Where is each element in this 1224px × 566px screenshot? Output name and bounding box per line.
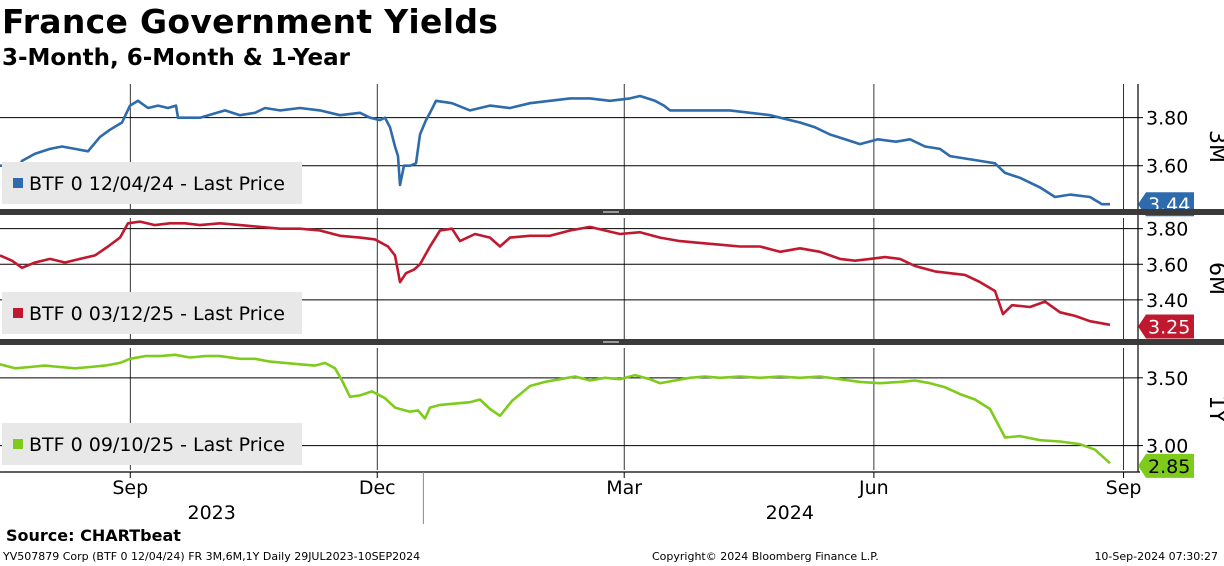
y-tick-label: 3.00: [1146, 436, 1188, 458]
panel-axis-label: 1Y: [1204, 395, 1224, 423]
panel-1y: 3.00 3.50 BTF 0 09/10/25 - Last Price 2.85 1…: [0, 348, 1224, 478]
y-tick-label: 3.40: [1146, 290, 1188, 312]
y-tick-label: 3.80: [1146, 108, 1188, 130]
last-value-label: 2.85: [1148, 456, 1190, 478]
footer-copyright: Copyright© 2024 Bloomberg Finance L.P.: [652, 550, 879, 563]
x-tick-label: Sep: [1106, 477, 1142, 499]
legend-box: [2, 292, 302, 334]
year-label: 2024: [766, 502, 814, 524]
x-tick-label: Jun: [858, 477, 889, 499]
y-tick-label: 3.50: [1146, 368, 1188, 390]
panel-separator-grip: [603, 211, 619, 213]
last-value-bg: [1138, 453, 1194, 478]
source-label: Source: CHARTbeat: [6, 526, 181, 545]
last-value-bg: [1138, 314, 1194, 339]
legend-box: [2, 162, 302, 204]
legend-label: BTF 0 12/04/24 - Last Price: [29, 173, 285, 195]
x-tick-label: Dec: [359, 477, 396, 499]
series-line-1y: [0, 353, 1111, 465]
last-value-tag: 3.25: [1138, 314, 1194, 339]
year-label: 2023: [188, 502, 236, 524]
legend-swatch: [13, 308, 23, 318]
footer-security-info: YV507879 Corp (BTF 0 12/04/24) FR 3M,6M,…: [3, 550, 421, 563]
x-tick-label: Sep: [112, 477, 148, 499]
chart-title: France Government Yields: [2, 2, 499, 41]
last-value-label: 3.25: [1148, 317, 1190, 339]
x-tick-label: Mar: [606, 477, 642, 499]
legend-swatch: [13, 178, 23, 188]
y-tick-label: 3.80: [1146, 219, 1188, 241]
chart-subtitle: 3-Month, 6-Month & 1-Year: [2, 45, 350, 71]
y-tick-label: 3.60: [1146, 254, 1188, 276]
panel-axis-label: 6M: [1204, 262, 1224, 295]
last-value-tag: 2.85: [1138, 453, 1194, 478]
series-line-6m: [0, 220, 1111, 327]
legend-swatch: [13, 439, 23, 449]
panel-axis-label: 3M: [1204, 130, 1224, 163]
panel-separator-grip: [603, 341, 619, 343]
legend-label: BTF 0 09/10/25 - Last Price: [29, 434, 285, 456]
series-line-3m: [0, 94, 1110, 206]
panel-6m: 3.40 3.60 3.80 BTF 0 03/12/25 - Last Price 3…: [0, 218, 1224, 339]
y-tick-label: 3.60: [1146, 156, 1188, 178]
legend-label: BTF 0 03/12/25 - Last Price: [29, 303, 285, 325]
legend-box: [2, 423, 302, 465]
footer-timestamp: 10-Sep-2024 07:30:27: [1094, 550, 1218, 563]
